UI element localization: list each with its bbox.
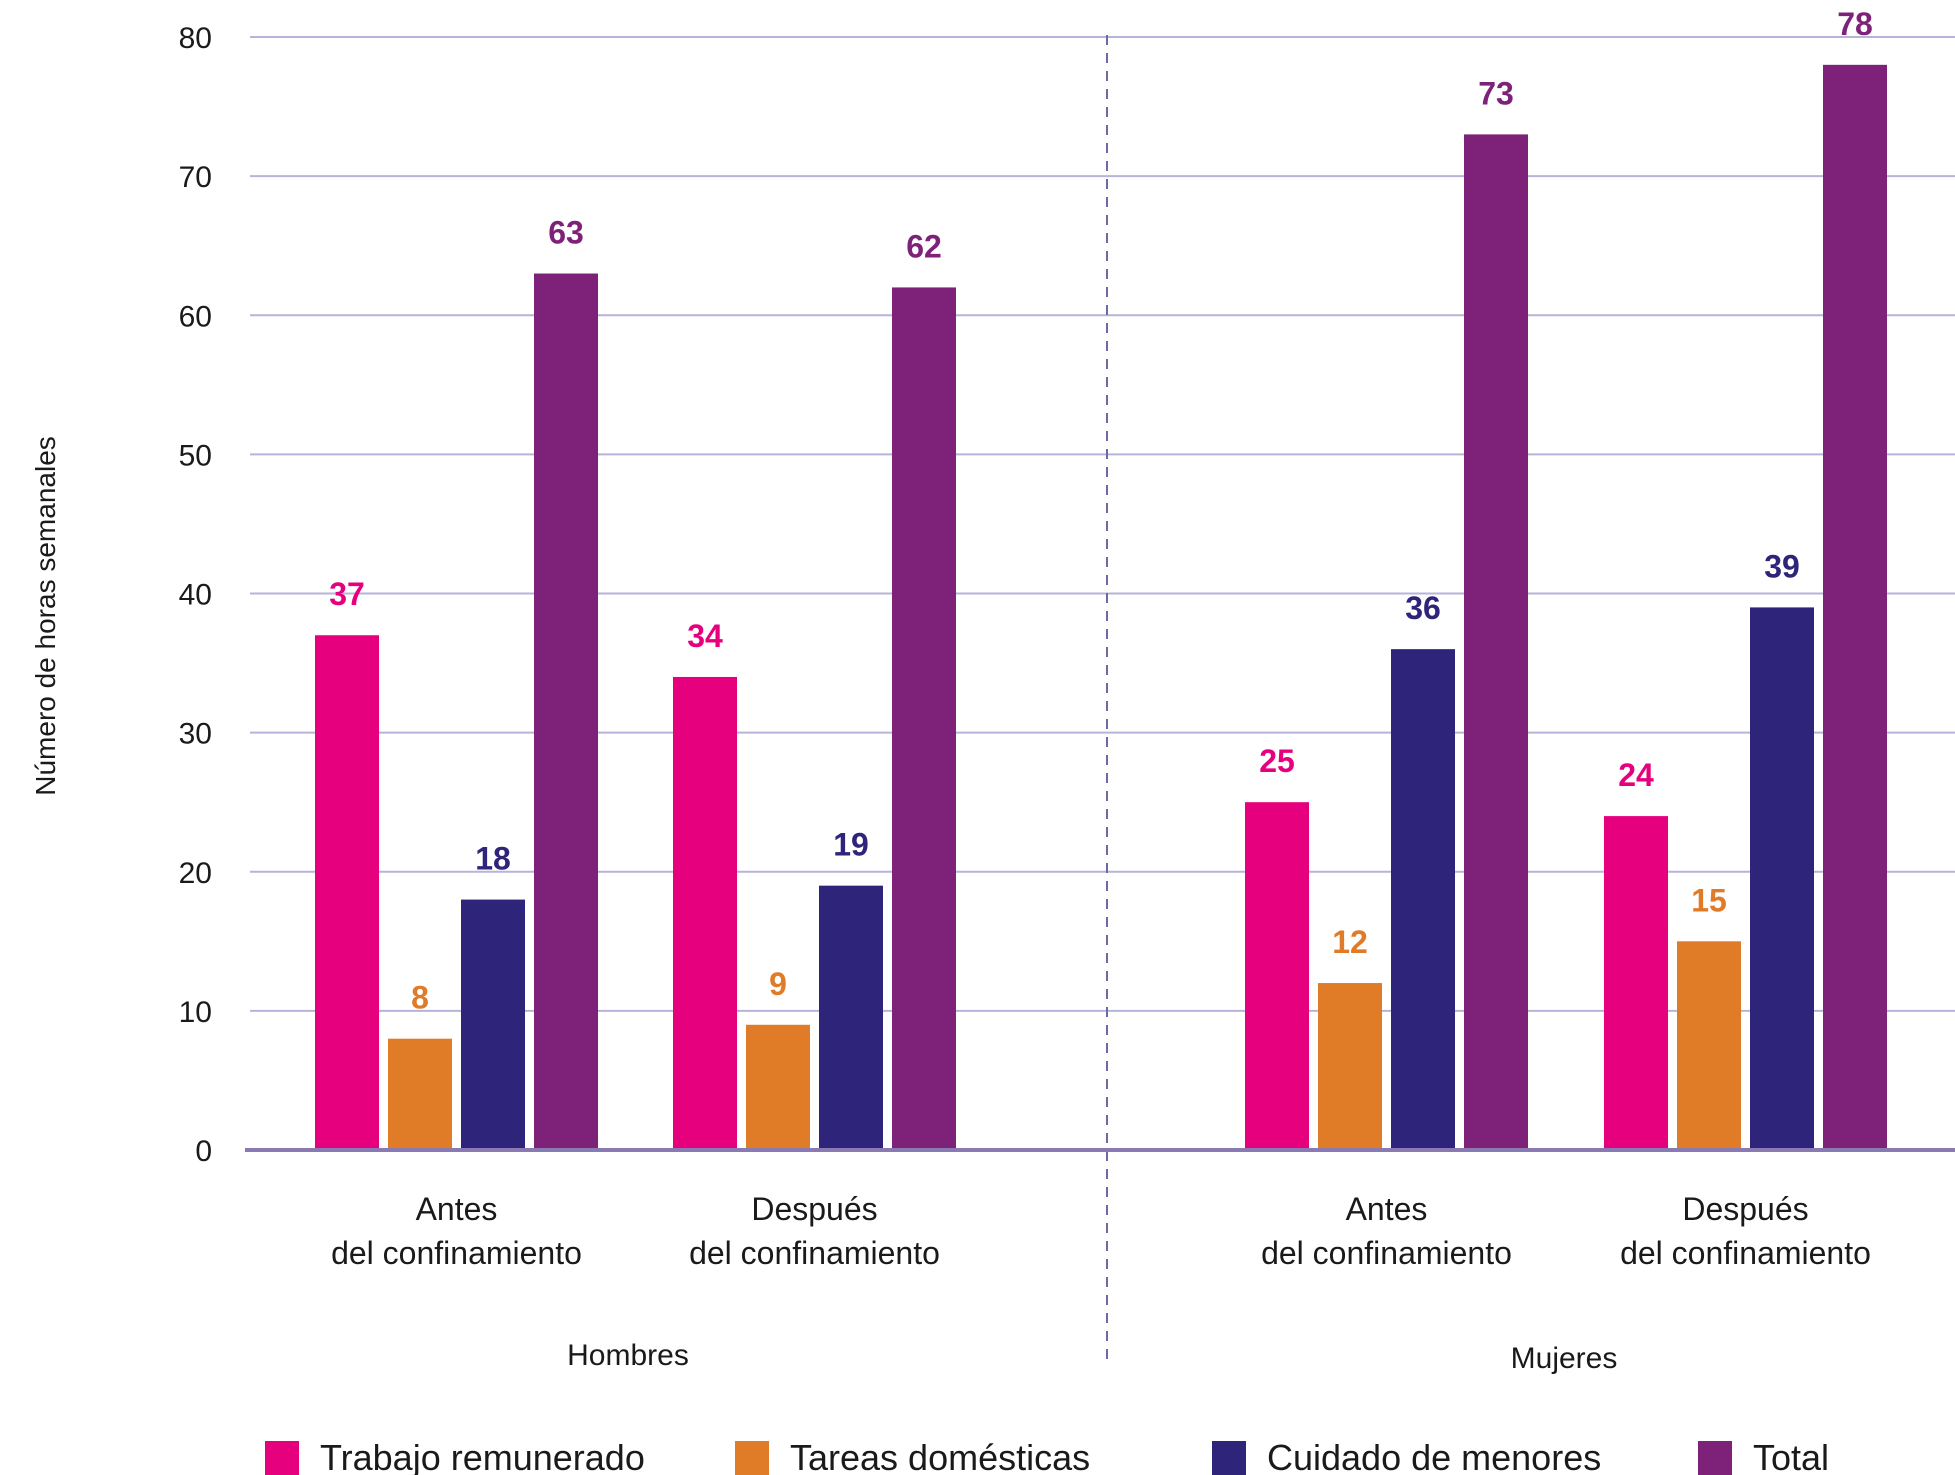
group-label: Hombres [567,1339,689,1372]
bar [746,1024,810,1150]
y-tick-label: 40 [179,579,212,612]
bar [1677,941,1741,1150]
legend-swatch [1212,1441,1246,1475]
category-label: del confinamiento [689,1235,940,1271]
bar [819,885,883,1150]
y-tick-label: 30 [179,718,212,751]
data-label: 18 [475,841,511,877]
legend: Trabajo remunerado Tareas domésticas Cuida… [265,1437,1829,1475]
y-axis-label: Número de horas semanales [30,436,61,796]
bar [1750,607,1814,1150]
y-tick-label: 0 [195,1135,212,1168]
category-label: del confinamiento [331,1235,582,1271]
data-label: 19 [833,827,869,863]
data-label: 12 [1332,924,1368,960]
data-label: 25 [1259,743,1295,779]
legend-swatch [265,1441,299,1475]
legend-swatch [1698,1441,1732,1475]
data-label: 36 [1405,590,1441,626]
group-labels: Hombres Mujeres [567,1339,1617,1375]
bar [892,287,956,1150]
bar [1464,134,1528,1150]
bar [534,273,598,1150]
category-label: Después [1682,1191,1808,1227]
group-label: Mujeres [1511,1342,1618,1375]
y-axis-ticks: 0 10 20 30 40 50 60 70 80 [179,22,212,1168]
category-label: del confinamiento [1261,1235,1512,1271]
legend-label: Total [1753,1437,1829,1475]
legend-label: Cuidado de menores [1267,1437,1601,1475]
data-label: 37 [329,576,365,612]
bar [1604,816,1668,1150]
bar [315,635,379,1150]
data-label: 8 [411,980,429,1016]
data-label: 39 [1764,548,1800,584]
category-label: Antes [416,1191,498,1227]
legend-label: Tareas domésticas [790,1437,1090,1475]
bar [673,676,737,1150]
category-label: Antes [1346,1191,1428,1227]
data-label: 15 [1691,882,1727,918]
y-tick-label: 50 [179,439,212,472]
data-label: 78 [1837,6,1873,42]
data-label: 24 [1618,757,1654,793]
data-label: 62 [906,228,942,264]
data-label: 34 [687,618,723,654]
data-label: 63 [548,215,584,251]
data-label: 9 [769,966,787,1002]
y-tick-label: 60 [179,300,212,333]
legend-swatch [735,1441,769,1475]
data-label: 73 [1478,75,1514,111]
bar [1391,649,1455,1150]
bar [1823,64,1887,1151]
y-tick-label: 10 [179,996,212,1029]
category-label: del confinamiento [1620,1235,1871,1271]
bars: 37 34 25 24 8 9 12 15 18 19 36 39 63 62 73 78 [315,6,1887,1151]
y-tick-label: 70 [179,161,212,194]
y-tick-label: 80 [179,22,212,55]
y-tick-label: 20 [179,857,212,890]
category-label: Después [751,1191,877,1227]
bar [388,1038,452,1150]
bar [1318,983,1382,1150]
legend-label: Trabajo remunerado [320,1437,645,1475]
bar [1245,802,1309,1150]
bar [461,899,525,1150]
category-labels: Antes del confinamiento Después del confina… [331,1191,1871,1271]
